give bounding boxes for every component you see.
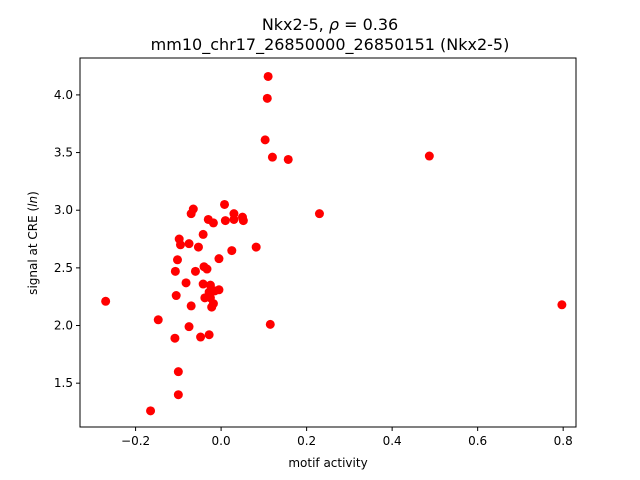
data-point — [267, 152, 277, 162]
data-point — [184, 322, 194, 332]
data-point — [204, 330, 214, 340]
data-point — [265, 319, 275, 329]
data-point — [181, 278, 191, 288]
x-axis-label: motif activity — [288, 456, 367, 470]
data-point — [260, 135, 270, 145]
data-point — [173, 390, 183, 400]
data-point — [101, 296, 111, 306]
x-tick-label: 0.6 — [468, 434, 487, 448]
x-tick-label: 0.4 — [383, 434, 402, 448]
data-point — [227, 246, 237, 256]
data-point — [146, 406, 156, 416]
data-point — [186, 301, 196, 311]
data-point — [193, 242, 203, 252]
data-point — [153, 315, 163, 325]
data-point — [172, 255, 182, 265]
y-tick-label: 1.5 — [54, 376, 73, 390]
y-tick-label: 3.0 — [54, 203, 73, 217]
chart-title-line1: Nkx2-5, ρ = 0.36 — [262, 15, 398, 34]
data-point — [262, 93, 272, 103]
y-tick-label: 3.5 — [54, 146, 73, 160]
x-tick-label: 0.2 — [297, 434, 316, 448]
y-axis-label: signal at CRE (ln) — [26, 191, 40, 295]
x-axis: −0.2 0.0 0.2 0.4 0.6 0.8 — [121, 427, 573, 448]
data-point — [208, 218, 218, 228]
data-point — [207, 302, 217, 312]
y-tick-label: 4.0 — [54, 88, 73, 102]
plot-frame — [79, 57, 577, 428]
x-tick-label: 0.0 — [212, 434, 231, 448]
data-point — [198, 279, 208, 289]
data-point — [214, 254, 224, 264]
data-point — [424, 151, 434, 161]
data-point — [190, 266, 200, 276]
chart-title-line2: mm10_chr17_26850000_26850151 (Nkx2-5) — [151, 35, 510, 55]
y-tick-label: 2.5 — [54, 261, 73, 275]
data-point — [283, 154, 293, 164]
data-point — [184, 239, 194, 249]
data-point — [170, 266, 180, 276]
data-point — [263, 71, 273, 81]
data-point — [220, 199, 230, 209]
data-point — [173, 367, 183, 377]
data-point — [171, 291, 181, 301]
y-tick-label: 2.0 — [54, 319, 73, 333]
data-point — [196, 332, 206, 342]
data-point — [186, 209, 196, 219]
data-point — [170, 333, 180, 343]
data-point — [238, 216, 248, 226]
data-points — [101, 71, 567, 416]
x-tick-label: −0.2 — [121, 434, 150, 448]
data-point — [175, 240, 185, 250]
x-tick-label: 0.8 — [554, 434, 573, 448]
data-point — [314, 209, 324, 219]
data-point — [214, 285, 224, 295]
data-point — [220, 216, 230, 226]
data-point — [557, 300, 567, 310]
data-point — [251, 242, 261, 252]
data-point — [198, 229, 208, 239]
y-axis: 1.5 2.0 2.5 3.0 3.5 4.0 — [54, 88, 80, 390]
data-point — [229, 214, 239, 224]
data-point — [202, 264, 212, 274]
